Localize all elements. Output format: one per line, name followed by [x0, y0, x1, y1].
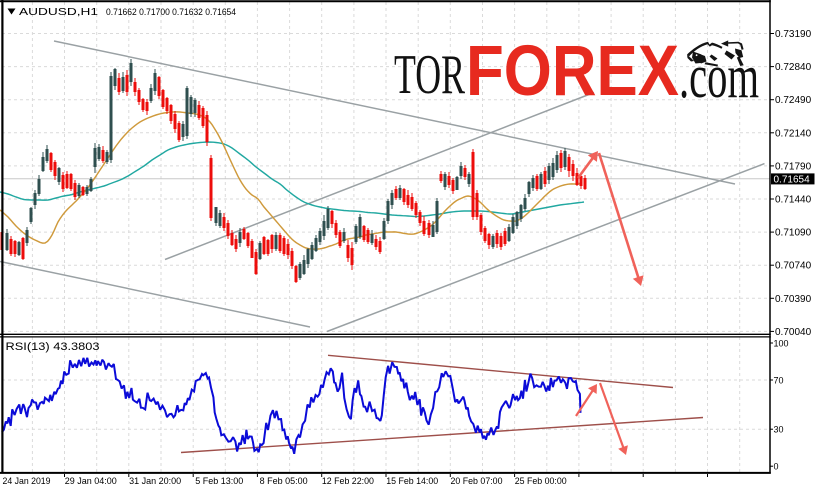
- svg-text:0.71090: 0.71090: [775, 228, 812, 239]
- svg-text:0.73190: 0.73190: [775, 29, 812, 40]
- svg-text:8 Feb 05:00: 8 Feb 05:00: [260, 476, 308, 486]
- svg-text:AUDUSD,H1: AUDUSD,H1: [19, 7, 99, 18]
- svg-text:0.71440: 0.71440: [775, 195, 812, 206]
- svg-text:20 Feb 07:00: 20 Feb 07:00: [451, 476, 503, 486]
- svg-text:70: 70: [774, 375, 784, 385]
- svg-text:29 Jan 04:00: 29 Jan 04:00: [65, 476, 117, 486]
- svg-text:0: 0: [774, 462, 779, 472]
- svg-text:0.70040: 0.70040: [775, 327, 812, 338]
- svg-text:0.71654: 0.71654: [774, 174, 811, 185]
- svg-text:0.72840: 0.72840: [775, 62, 812, 73]
- svg-text:0.71662 0.71700 0.71632 0.7165: 0.71662 0.71700 0.71632 0.71654: [106, 7, 236, 18]
- svg-text:RSI(13) 43.3803: RSI(13) 43.3803: [6, 341, 100, 353]
- svg-text:.com: .com: [679, 43, 759, 111]
- svg-text:25 Feb 00:00: 25 Feb 00:00: [515, 476, 567, 486]
- svg-text:0.72140: 0.72140: [775, 128, 812, 139]
- svg-text:FOREX: FOREX: [466, 32, 679, 111]
- svg-text:15 Feb 14:00: 15 Feb 14:00: [386, 476, 438, 486]
- svg-text:0.71790: 0.71790: [775, 161, 812, 172]
- svg-text:31 Jan 20:00: 31 Jan 20:00: [129, 476, 181, 486]
- svg-text:24 Jan 2019: 24 Jan 2019: [3, 476, 51, 486]
- svg-text:5 Feb 13:00: 5 Feb 13:00: [195, 476, 243, 486]
- svg-text:30: 30: [774, 425, 784, 435]
- svg-text:0.70390: 0.70390: [775, 294, 812, 305]
- svg-text:TOR: TOR: [394, 44, 465, 106]
- svg-text:100: 100: [774, 338, 789, 348]
- svg-text:12 Feb 22:00: 12 Feb 22:00: [322, 476, 374, 486]
- svg-text:0.72490: 0.72490: [775, 95, 812, 106]
- svg-text:0.70740: 0.70740: [775, 261, 812, 272]
